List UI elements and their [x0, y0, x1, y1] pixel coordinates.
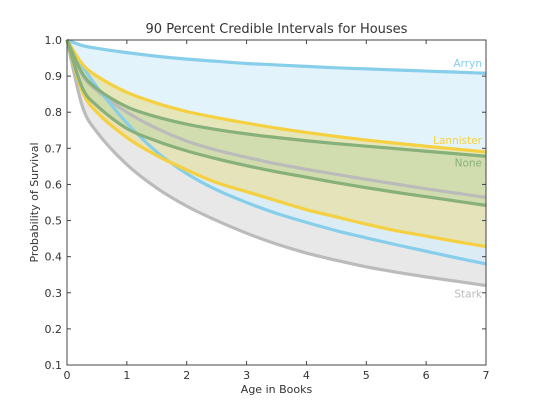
chart-title: 90 Percent Credible Intervals for Houses [146, 22, 408, 37]
series-labels: Arryn Lannister None Stark [433, 58, 483, 300]
y-tick-label: 0.3 [45, 287, 63, 300]
x-tick-label: 0 [64, 369, 71, 382]
x-tick-label: 4 [303, 369, 310, 382]
y-tick-label: 0.8 [45, 106, 63, 119]
y-tick-label: 1.0 [45, 34, 63, 47]
lower-line-none [65, 39, 487, 207]
x-tick-label: 5 [363, 369, 370, 382]
y-tick-label: 0.4 [45, 251, 63, 264]
interval-lines [65, 38, 487, 288]
upper-line-arryn [66, 38, 487, 75]
x-axis-title: Age in Books [241, 383, 313, 396]
x-tick-label: 3 [243, 369, 250, 382]
y-tick-label: 0.2 [45, 323, 63, 336]
y-tick-label: 0.5 [45, 215, 63, 228]
y-tick-label: 0.7 [45, 142, 63, 155]
series-label-stark: Stark [454, 289, 483, 301]
upper-line-lannister [65, 39, 487, 154]
upper-line-stark [65, 39, 487, 200]
series-label-arryn: Arryn [453, 58, 482, 70]
y-tick-label: 0.6 [45, 178, 63, 191]
y-axis-title: Probability of Survival [28, 142, 41, 262]
x-tick-label: 7 [483, 369, 490, 382]
series-label-none: None [455, 157, 482, 169]
lower-line-arryn [65, 39, 487, 266]
x-ticks: 0 1 2 3 4 5 6 7 [64, 40, 490, 382]
y-ticks: 0.1 0.2 0.3 0.4 0.5 0.6 0.7 0.8 0.9 1.0 [45, 34, 486, 372]
x-tick-label: 1 [123, 369, 130, 382]
y-tick-label: 0.9 [45, 70, 63, 83]
lower-line-stark [65, 39, 487, 288]
y-tick-label: 0.1 [45, 359, 63, 372]
plot-frame [66, 39, 487, 366]
x-tick-label: 2 [183, 369, 190, 382]
interval-fill-none [67, 40, 486, 206]
series-label-lannister: Lannister [433, 135, 483, 147]
axes [66, 39, 487, 366]
upper-line-none [65, 39, 487, 158]
x-tick-label: 6 [423, 369, 430, 382]
lower-line-lannister [65, 39, 487, 249]
interval-fills [67, 40, 486, 286]
